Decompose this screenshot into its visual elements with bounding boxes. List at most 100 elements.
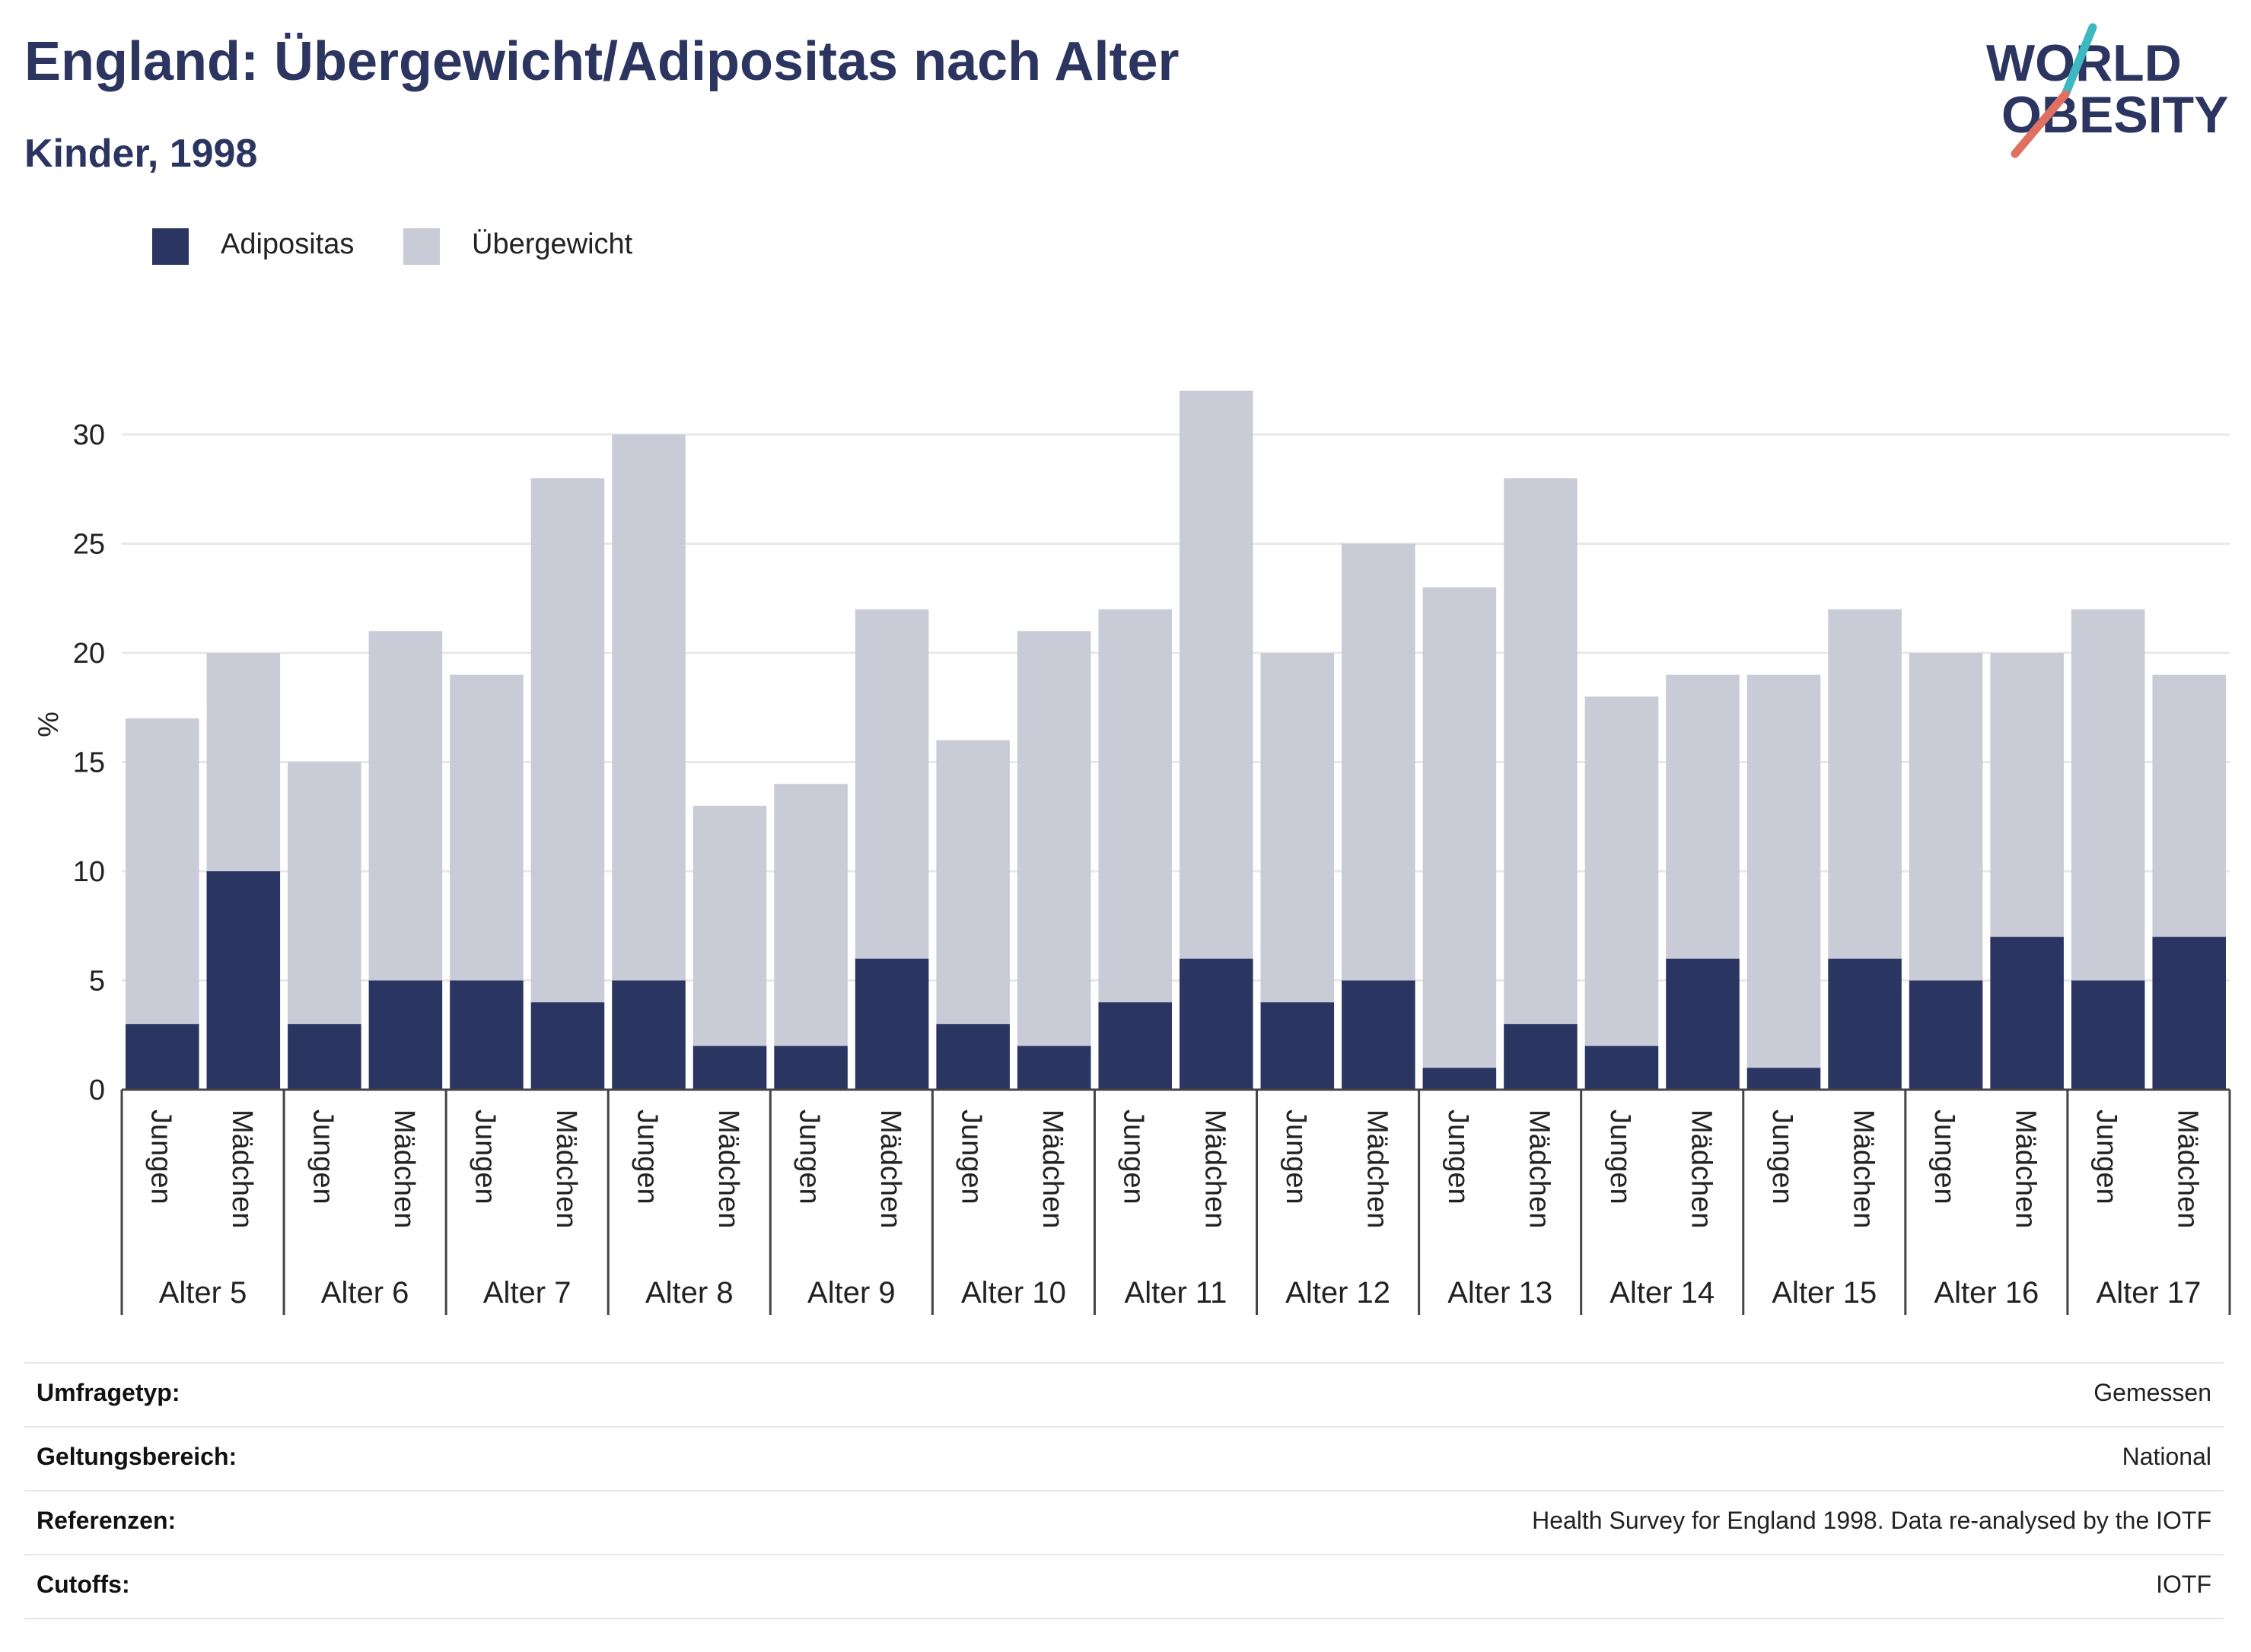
x-group-label: Alter 17 bbox=[2097, 1276, 2202, 1310]
meta-row-references: Referenzen: Health Survey for England 19… bbox=[24, 1490, 2224, 1554]
bar-uebergewicht bbox=[1828, 609, 1902, 959]
bar-uebergewicht bbox=[368, 631, 443, 981]
chart-subtitle: Kinder, 1998 bbox=[24, 132, 258, 176]
x-subcategory-label: Mädchen bbox=[712, 1109, 744, 1228]
x-subcategory-label: Jungen bbox=[1280, 1109, 1312, 1205]
bar-adipositas bbox=[692, 1046, 767, 1090]
bar-adipositas bbox=[206, 871, 281, 1090]
meta-value: National bbox=[2122, 1443, 2211, 1470]
bar-uebergewicht bbox=[774, 784, 848, 1046]
bar-adipositas bbox=[1666, 958, 1740, 1090]
y-axis-label: % bbox=[33, 711, 65, 737]
meta-key: Geltungsbereich: bbox=[37, 1443, 237, 1470]
x-subcategory-label: Mädchen bbox=[2172, 1109, 2204, 1228]
x-group-label: Alter 11 bbox=[1125, 1276, 1227, 1310]
bar-adipositas bbox=[855, 958, 929, 1090]
bar-adipositas bbox=[1342, 980, 1415, 1090]
legend-swatch-adipositas bbox=[152, 228, 189, 265]
y-tick-label: 5 bbox=[89, 966, 105, 998]
bar-uebergewicht bbox=[126, 718, 199, 1024]
logo-slash-teal bbox=[2061, 23, 2097, 99]
x-subcategory-label: Mädchen bbox=[1199, 1109, 1231, 1228]
x-group-label: Alter 8 bbox=[645, 1276, 734, 1310]
y-axis-ticks: 0 5 10 15 20 25 30 bbox=[73, 419, 105, 1106]
x-group-label: Alter 13 bbox=[1447, 1276, 1552, 1310]
bar-adipositas bbox=[450, 980, 524, 1090]
bar-adipositas bbox=[1909, 980, 1983, 1090]
bar-uebergewicht bbox=[612, 434, 686, 981]
bar-adipositas bbox=[126, 1023, 199, 1090]
legend-label-adipositas: Adipositas bbox=[221, 228, 355, 260]
y-tick-label: 15 bbox=[73, 747, 105, 779]
x-group-label: Alter 9 bbox=[807, 1276, 896, 1310]
meta-key: Cutoffs: bbox=[37, 1571, 130, 1598]
meta-value: IOTF bbox=[2156, 1571, 2211, 1598]
meta-key: Referenzen: bbox=[37, 1507, 177, 1534]
bars bbox=[126, 390, 2226, 1090]
x-subcategory-label: Jungen bbox=[956, 1109, 988, 1205]
bar-adipositas bbox=[2071, 980, 2145, 1090]
bar-uebergewicht bbox=[450, 674, 524, 981]
bar-uebergewicht bbox=[1342, 543, 1415, 981]
bar-adipositas bbox=[1990, 937, 2064, 1090]
bar-adipositas bbox=[1504, 1023, 1578, 1090]
bar-uebergewicht bbox=[692, 805, 767, 1046]
y-tick-label: 30 bbox=[73, 419, 105, 451]
meta-value: Gemessen bbox=[2093, 1379, 2211, 1406]
meta-row-cutoffs: Cutoffs: IOTF bbox=[24, 1554, 2224, 1619]
meta-row-survey-type: Umfragetyp: Gemessen bbox=[24, 1362, 2224, 1426]
bar-adipositas bbox=[936, 1023, 1010, 1090]
x-subcategory-label: Jungen bbox=[1442, 1109, 1474, 1205]
x-group-label: Alter 15 bbox=[1772, 1276, 1877, 1310]
world-obesity-logo: WORLD OBESITY bbox=[1986, 23, 2229, 158]
meta-value: Health Survey for England 1998. Data re-… bbox=[1532, 1507, 2211, 1534]
bar-uebergewicht bbox=[1584, 696, 1659, 1046]
bar-uebergewicht bbox=[1504, 478, 1578, 1024]
bar-adipositas bbox=[1017, 1046, 1091, 1090]
x-group-label: Alter 16 bbox=[1934, 1276, 2039, 1310]
x-subcategory-label: Jungen bbox=[307, 1109, 339, 1205]
x-group-label: Alter 12 bbox=[1285, 1276, 1390, 1310]
y-tick-label: 10 bbox=[73, 856, 105, 888]
bar-uebergewicht bbox=[1260, 653, 1335, 1003]
x-axis: Jungen Mädchen Jungen Mädchen Jungen Mädchen J… bbox=[120, 1088, 2231, 1315]
x-group-label: Alter 7 bbox=[483, 1276, 572, 1310]
x-subcategory-label: Mädchen bbox=[1686, 1109, 1718, 1228]
bar-adipositas bbox=[612, 980, 686, 1090]
legend-swatch-uebergewicht bbox=[403, 228, 440, 265]
bar-adipositas bbox=[1828, 958, 1902, 1090]
x-subcategory-label: Mädchen bbox=[1848, 1109, 1880, 1228]
x-subcategory-label: Mädchen bbox=[1036, 1109, 1068, 1228]
x-subcategory-label: Mädchen bbox=[1361, 1109, 1393, 1228]
bar-uebergewicht bbox=[288, 762, 361, 1024]
chart-title: England: Übergewicht/Adipositas nach Alt… bbox=[24, 31, 1180, 92]
x-subcategory-label: Mädchen bbox=[226, 1109, 258, 1228]
y-tick-label: 25 bbox=[73, 529, 105, 561]
x-subcategory-label: Mädchen bbox=[550, 1109, 582, 1228]
meta-key: Umfragetyp: bbox=[37, 1379, 180, 1406]
bar-adipositas bbox=[774, 1046, 848, 1090]
logo-slash-coral bbox=[2011, 90, 2070, 158]
bar-uebergewicht bbox=[1990, 653, 2064, 937]
x-subcategory-label: Mädchen bbox=[1523, 1109, 1555, 1228]
bar-adipositas bbox=[2152, 937, 2226, 1090]
bar-uebergewicht bbox=[1180, 390, 1253, 959]
bar-adipositas bbox=[1422, 1068, 1497, 1090]
bar-uebergewicht bbox=[1098, 609, 1172, 1003]
legend-label-uebergewicht: Übergewicht bbox=[472, 228, 633, 260]
x-group-label: Alter 10 bbox=[961, 1276, 1066, 1310]
bar-uebergewicht bbox=[936, 740, 1010, 1024]
metadata-table: Umfragetyp: Gemessen Geltungsbereich: Na… bbox=[24, 1362, 2224, 1619]
x-subcategory-label: Jungen bbox=[632, 1109, 664, 1205]
bar-uebergewicht bbox=[1909, 653, 1983, 981]
x-subcategory-label: Mädchen bbox=[388, 1109, 420, 1228]
x-subcategory-label: Jungen bbox=[1928, 1109, 1960, 1205]
bar-adipositas bbox=[1180, 958, 1253, 1090]
bar-uebergewicht bbox=[1666, 674, 1740, 959]
bar-uebergewicht bbox=[2152, 674, 2226, 937]
bar-adipositas bbox=[1260, 1002, 1335, 1090]
bar-uebergewicht bbox=[1017, 631, 1091, 1046]
x-subcategory-label: Jungen bbox=[794, 1109, 826, 1205]
x-subcategory-label: Jungen bbox=[469, 1109, 501, 1205]
x-subcategory-label: Jungen bbox=[1604, 1109, 1636, 1205]
